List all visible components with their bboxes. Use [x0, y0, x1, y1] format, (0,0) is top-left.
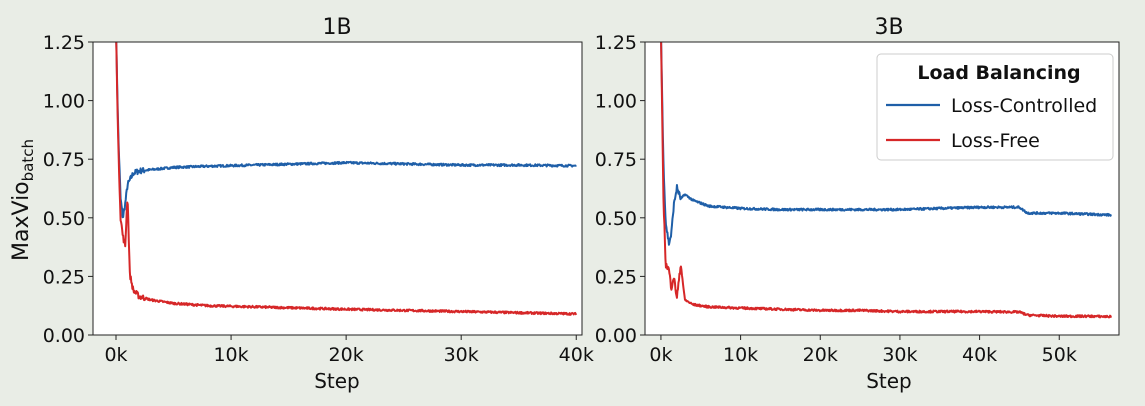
- legend-label-loss-controlled: Loss-Controlled: [951, 95, 1097, 117]
- y-tick-label: 0.00: [595, 325, 637, 347]
- x-tick-label: 0k: [649, 344, 672, 366]
- series-line-loss-free: [660, 42, 1112, 319]
- y-ticks: 0.00 0.25 0.50 0.75 1.00 1.25: [43, 32, 93, 347]
- series-line-loss-controlled: [115, 42, 577, 219]
- y-tick-label: 0.00: [43, 325, 85, 347]
- series-line-loss-controlled: [660, 42, 1112, 246]
- x-ticks: 0k 10k 20k 30k 40k: [104, 335, 594, 366]
- legend-title: Load Balancing: [917, 62, 1080, 84]
- x-tick-label: 30k: [444, 344, 479, 366]
- x-axis-label: Step: [314, 369, 360, 393]
- plot-area: [93, 42, 582, 335]
- legend: Load Balancing Loss-Controlled Loss-Free: [876, 53, 1114, 161]
- panel-title: 3B: [874, 15, 903, 40]
- x-tick-label: 10k: [723, 344, 758, 366]
- y-tick-label: 1.25: [43, 32, 85, 54]
- x-tick-label: 20k: [803, 344, 838, 366]
- x-tick-label: 10k: [213, 344, 248, 366]
- y-tick-label: 0.75: [595, 149, 637, 171]
- y-tick-label: 0.50: [43, 208, 85, 230]
- y-tick-label: 1.25: [595, 32, 637, 54]
- plot-frame: [92, 41, 583, 336]
- x-tick-label: 40k: [962, 344, 997, 366]
- chart-panel-3b: 0.00 0.25 0.50 0.75 1.00 1.25 0k 10k 20k 30k 40k 5…: [595, 15, 1120, 393]
- series-line-loss-free: [115, 42, 578, 316]
- y-axis-label: MaxViobatch: [9, 139, 37, 261]
- panel-title: 1B: [322, 15, 351, 40]
- chart-panel-1b: 0.000.250.500.751.001.25 0k 10k 20k 30k 40k …: [43, 15, 594, 393]
- series-layer: [115, 42, 578, 316]
- legend-box: [876, 53, 1114, 161]
- x-tick-label: 40k: [559, 344, 594, 366]
- x-tick-label: 0k: [104, 344, 127, 366]
- x-tick-label: 30k: [882, 344, 917, 366]
- y-tick-label: 0.25: [43, 266, 85, 288]
- plot-frame: [644, 41, 1120, 336]
- y-tick-label: 1.00: [43, 91, 85, 113]
- y-ticks: 0.00 0.25 0.50 0.75 1.00 1.25: [595, 32, 645, 347]
- x-ticks: 0k 10k 20k 30k 40k 50k: [649, 335, 1077, 366]
- y-tick-label: 0.75: [43, 149, 85, 171]
- y-tick-label: 0.25: [595, 266, 637, 288]
- y-tick-label: 0.50: [595, 208, 637, 230]
- legend-label-loss-free: Loss-Free: [951, 130, 1040, 152]
- x-axis-label: Step: [866, 369, 912, 393]
- series-layer: [660, 42, 1112, 319]
- y-tick-label: 1.00: [595, 91, 637, 113]
- x-tick-label: 20k: [329, 344, 364, 366]
- x-tick-label: 50k: [1042, 344, 1077, 366]
